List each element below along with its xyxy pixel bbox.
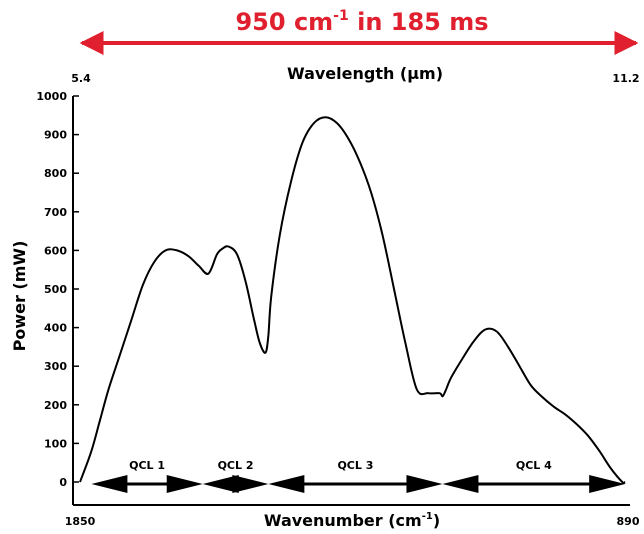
bottom-axis-title: Wavenumber (cm-1) [264, 511, 440, 530]
y-ticks: 0 100 200 300 400 500 600 700 800 900 1000 [36, 90, 79, 489]
banner-title-tail: in 185 ms [349, 8, 489, 36]
y-axis-title: Power (mW) [10, 241, 29, 352]
bottom-axis-title-sup: -1 [422, 511, 433, 522]
y-tick-label: 200 [44, 399, 67, 412]
top-tick-left: 5.4 [71, 72, 91, 85]
y-tick-label: 700 [44, 206, 67, 219]
banner-title-sup: -1 [333, 8, 349, 24]
banner-title-main: 950 cm [235, 8, 333, 36]
y-tick-label: 600 [44, 244, 67, 257]
top-tick-right: 11.2 [612, 72, 639, 85]
qcl-arrow-3: QCL 3 [268, 459, 443, 493]
qcl-segments: QCL 1 QCL 2 QCL 3 QCL 4 [91, 459, 626, 493]
qcl-arrow-1: QCL 1 [91, 459, 203, 493]
qcl-label: QCL 4 [516, 459, 552, 472]
qcl-arrow-head-right [589, 475, 626, 493]
y-tick-label: 400 [44, 322, 67, 335]
banner-title: 950 cm-1 in 185 ms [235, 8, 488, 36]
bottom-tick-left: 1850 [65, 515, 96, 528]
axes [72, 96, 630, 506]
qcl-arrow-head-left [268, 475, 305, 493]
banner: 950 cm-1 in 185 ms [79, 8, 639, 55]
y-tick-label: 900 [44, 129, 67, 142]
y-tick-label: 1000 [36, 90, 67, 103]
top-axis-title: Wavelength (µm) [287, 64, 443, 83]
qcl-label: QCL 2 [218, 459, 254, 472]
qcl-arrow-head-right [406, 475, 443, 493]
y-tick-label: 800 [44, 167, 67, 180]
bottom-axis-title-main: Wavenumber (cm [264, 511, 422, 530]
qcl-arrow-head-right [232, 475, 269, 493]
qcl-label: QCL 1 [129, 459, 165, 472]
y-tick-label: 300 [44, 360, 67, 373]
bottom-tick-right: 890 [617, 515, 640, 528]
y-tick-label: 100 [44, 437, 67, 450]
y-tick-label: 500 [44, 283, 67, 296]
qcl-arrow-head-left [91, 475, 128, 493]
qcl-arrow-head-left [202, 475, 239, 493]
bottom-axis-title-tail: ) [433, 511, 440, 530]
qcl-arrow-2: QCL 2 [202, 459, 269, 493]
qcl-arrow-4: QCL 4 [442, 459, 626, 493]
qcl-label: QCL 3 [337, 459, 373, 472]
qcl-arrow-head-left [442, 475, 479, 493]
power-curve [79, 116, 626, 485]
qcl-arrow-head-right [166, 475, 203, 493]
y-tick-label: 0 [59, 476, 67, 489]
